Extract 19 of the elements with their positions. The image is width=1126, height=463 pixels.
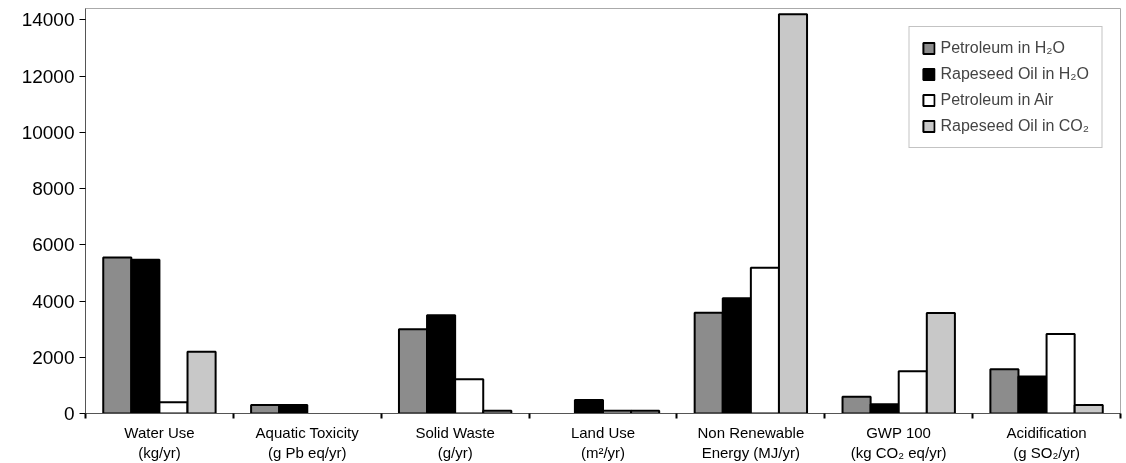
legend-label: Petroleum in H₂O — [940, 39, 1065, 57]
y-tick-label: 8000 — [32, 178, 75, 199]
x-tick-label: Acidification (g SO₂/yr) — [1006, 423, 1087, 461]
x-tick-label: Non Renewable Energy (MJ/yr) — [697, 423, 805, 461]
x-tick-label: Aquatic Toxicity (g Pb eq/yr) — [255, 423, 360, 461]
y-tick-label: 12000 — [21, 65, 75, 87]
y-tick-label: 10000 — [21, 121, 75, 143]
legend-label: Rapeseed Oil in CO₂ — [940, 117, 1089, 135]
x-tick-label: Solid Waste (g/yr) — [415, 423, 495, 461]
y-tick-label: 2000 — [32, 346, 75, 368]
x-tick-label: Water Use (kg/yr) — [124, 423, 195, 461]
x-tick-label: GWP 100 (kg CO₂ eq/yr) — [850, 423, 947, 461]
y-tick-label: 4000 — [32, 290, 75, 312]
y-tick-label: 14000 — [21, 9, 75, 31]
y-tick-label: 0 — [63, 403, 75, 424]
x-tick-label: Land Use (m²/yr) — [570, 423, 636, 461]
legend-label: Rapeseed Oil in H₂O — [940, 65, 1089, 83]
legend-label: Petroleum in Air — [940, 91, 1054, 109]
y-tick-label: 6000 — [32, 234, 75, 256]
